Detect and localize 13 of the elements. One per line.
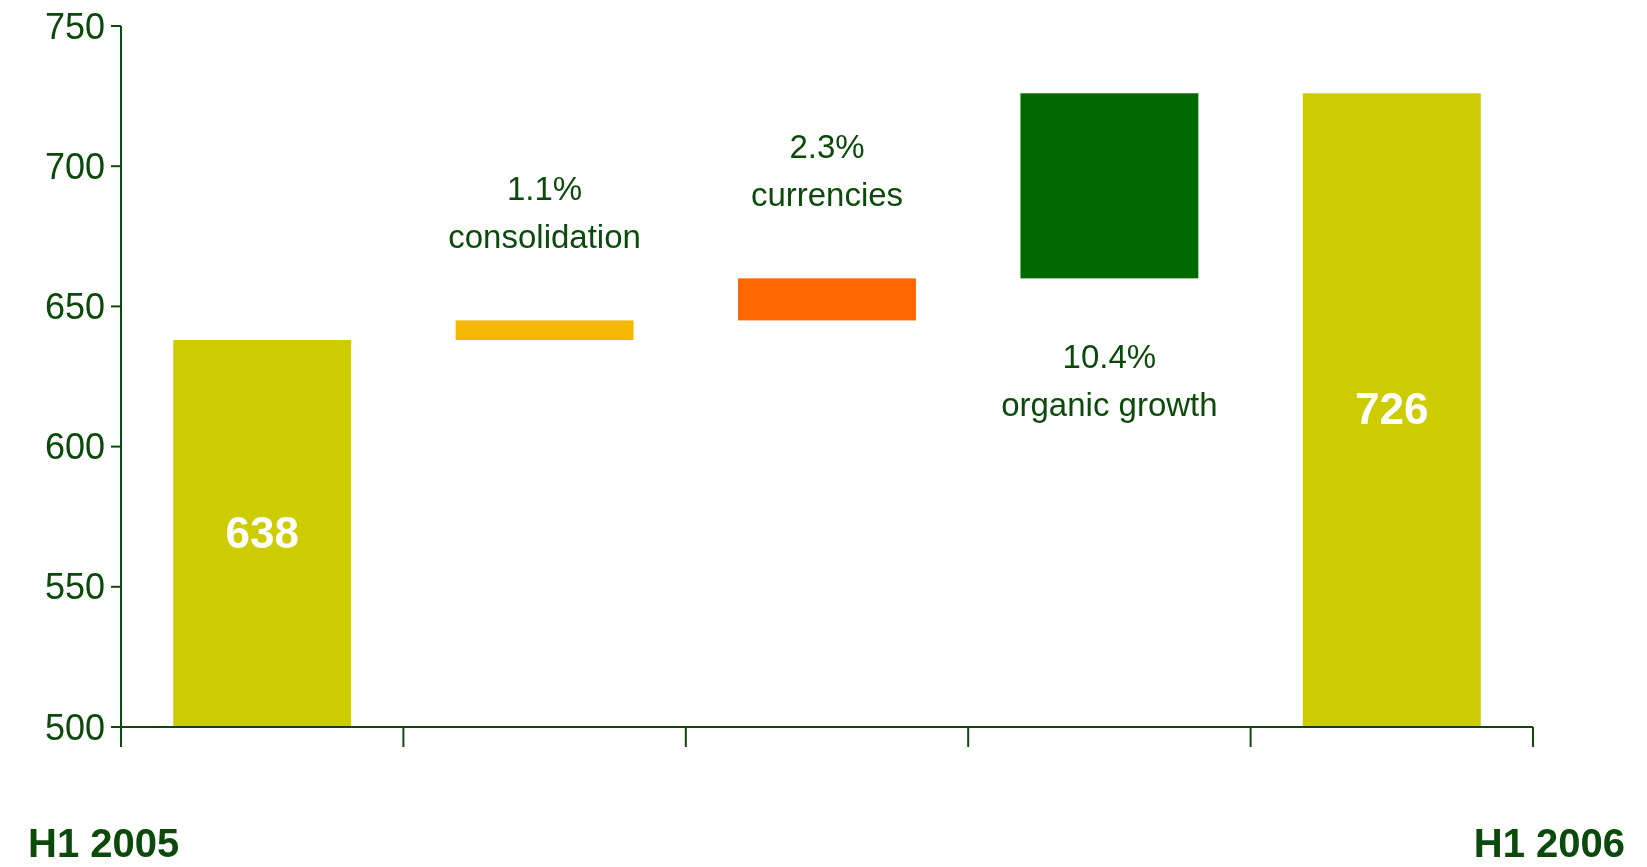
y-tick-label: 550 bbox=[44, 566, 105, 608]
x-tick-label: H1 2006 bbox=[1473, 821, 1625, 865]
annotation: 2.3% currencies bbox=[750, 128, 904, 214]
y-tick-label: 500 bbox=[44, 706, 105, 748]
annotation: 1.1% consolidation bbox=[448, 170, 641, 256]
data-label: 726 bbox=[1355, 384, 1429, 434]
data-label: 638 bbox=[225, 507, 299, 557]
y-tick-label: 650 bbox=[44, 286, 105, 327]
annotation: 10.4% organic growth bbox=[1001, 338, 1218, 424]
x-tick-label: H1 2005 bbox=[28, 821, 180, 865]
y-tick-label: 700 bbox=[44, 145, 105, 187]
y-tick-label: 750 bbox=[44, 5, 105, 47]
y-tick-label: 600 bbox=[44, 426, 105, 468]
